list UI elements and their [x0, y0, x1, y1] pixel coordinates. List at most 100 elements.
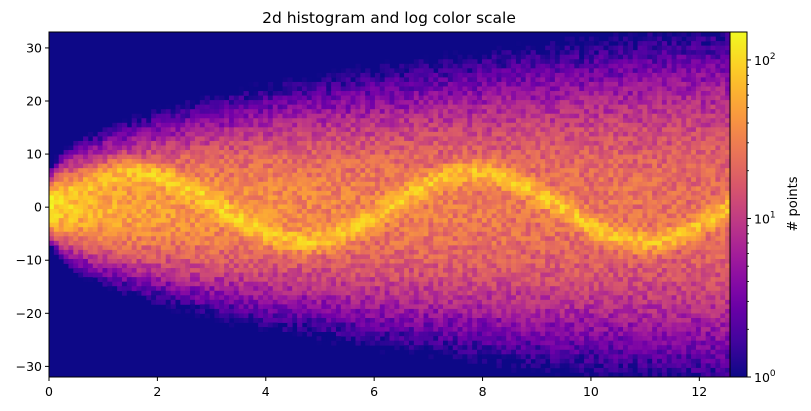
- histogram-cell: [126, 168, 133, 174]
- histogram-cell: [340, 249, 347, 255]
- histogram-cell: [335, 204, 342, 210]
- histogram-cell: [350, 199, 356, 205]
- histogram-cell: [331, 145, 337, 151]
- histogram-cell: [331, 109, 337, 115]
- histogram-cell: [350, 104, 356, 110]
- histogram-cell: [331, 218, 337, 224]
- histogram-cell: [78, 154, 84, 160]
- histogram-cell: [365, 109, 371, 115]
- histogram-cell: [331, 245, 337, 251]
- histogram-cell: [467, 154, 473, 160]
- histogram-cell: [423, 240, 429, 246]
- histogram-cell: [321, 81, 327, 87]
- histogram-cell: [501, 209, 507, 214]
- histogram-cell: [428, 322, 434, 328]
- histogram-cell: [49, 209, 55, 214]
- histogram-cell: [233, 299, 240, 305]
- histogram-cell: [204, 281, 210, 287]
- histogram-cell: [272, 245, 279, 251]
- histogram-cell: [306, 77, 313, 83]
- histogram-cell: [272, 100, 279, 106]
- histogram-cell: [340, 213, 347, 219]
- histogram-cell: [491, 131, 497, 137]
- histogram-cell: [345, 286, 351, 292]
- histogram-cell: [467, 59, 473, 65]
- histogram-cell: [467, 327, 473, 333]
- histogram-cell: [224, 186, 230, 192]
- histogram-cell: [413, 59, 420, 65]
- histogram-cell: [209, 254, 215, 260]
- histogram-cell: [331, 272, 337, 278]
- histogram-cell: [83, 195, 89, 201]
- histogram-cell: [350, 277, 356, 283]
- histogram-cell: [117, 268, 123, 273]
- histogram-cell: [389, 159, 395, 165]
- histogram-cell: [199, 109, 206, 115]
- histogram-cell: [413, 222, 420, 228]
- histogram-cell: [107, 209, 113, 214]
- histogram-cell: [107, 213, 113, 219]
- histogram-cell: [78, 150, 84, 155]
- histogram-cell: [131, 181, 137, 187]
- histogram-cell: [389, 249, 395, 255]
- histogram-cell: [287, 91, 293, 96]
- histogram-cell: [194, 231, 201, 237]
- histogram-cell: [350, 263, 356, 269]
- histogram-cell: [389, 91, 395, 96]
- histogram-cell: [457, 249, 463, 255]
- histogram-cell: [374, 131, 381, 137]
- histogram-cell: [404, 277, 410, 283]
- histogram-cell: [224, 218, 230, 224]
- histogram-cell: [355, 240, 361, 246]
- histogram-cell: [447, 86, 454, 92]
- histogram-cell: [194, 222, 201, 228]
- histogram-cell: [481, 204, 488, 210]
- histogram-cell: [228, 290, 235, 296]
- histogram-cell: [355, 222, 361, 228]
- histogram-cell: [49, 177, 55, 183]
- histogram-cell: [287, 263, 293, 269]
- histogram-cell: [292, 95, 298, 101]
- histogram-cell: [447, 68, 454, 74]
- histogram-cell: [204, 240, 210, 246]
- histogram-cell: [443, 340, 449, 346]
- histogram-cell: [501, 109, 507, 115]
- histogram-cell: [404, 204, 410, 210]
- histogram-cell: [107, 254, 113, 260]
- histogram-cell: [345, 95, 351, 101]
- histogram-cell: [190, 109, 196, 115]
- histogram-cell: [389, 100, 395, 106]
- histogram-cell: [131, 268, 137, 273]
- histogram-cell: [243, 299, 249, 305]
- histogram-cell: [350, 186, 356, 192]
- histogram-cell: [345, 245, 351, 251]
- histogram-cell: [282, 304, 288, 310]
- histogram-cell: [394, 177, 400, 183]
- histogram-cell: [350, 272, 356, 278]
- histogram-cell: [248, 100, 254, 106]
- histogram-cell: [443, 308, 449, 314]
- histogram-cell: [438, 140, 444, 146]
- histogram-cell: [204, 218, 210, 224]
- histogram-cell: [306, 240, 313, 246]
- histogram-cell: [224, 304, 230, 310]
- histogram-cell: [311, 272, 317, 278]
- histogram-cell: [136, 281, 142, 287]
- histogram-cell: [219, 95, 225, 101]
- histogram-cell: [73, 209, 79, 214]
- histogram-cell: [297, 86, 303, 92]
- histogram-cell: [224, 308, 230, 314]
- histogram-cell: [374, 254, 381, 260]
- histogram-cell: [452, 159, 458, 165]
- histogram-cell: [443, 172, 449, 178]
- histogram-cell: [501, 86, 507, 92]
- histogram-cell: [287, 209, 293, 214]
- histogram-cell: [160, 168, 167, 174]
- histogram-cell: [447, 299, 454, 305]
- histogram-cell: [267, 313, 274, 319]
- histogram-cell: [379, 91, 386, 96]
- histogram-cell: [292, 131, 298, 137]
- histogram-cell: [297, 277, 303, 283]
- histogram-cell: [486, 190, 493, 196]
- histogram-cell: [87, 145, 94, 151]
